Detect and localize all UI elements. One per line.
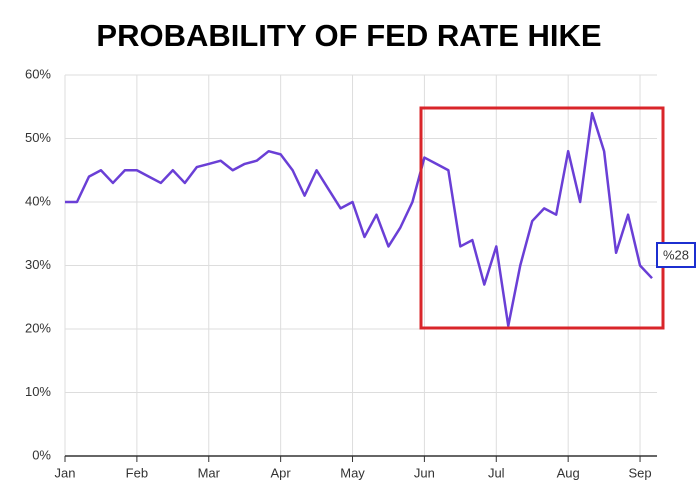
end-label-box bbox=[656, 242, 696, 268]
x-tick-label: Jul bbox=[488, 465, 505, 480]
end-label: %28 bbox=[663, 247, 689, 262]
y-tick-label: 40% bbox=[25, 193, 51, 208]
line-series bbox=[65, 111, 653, 328]
x-tick-label: Aug bbox=[557, 465, 580, 480]
x-tick-label: May bbox=[340, 465, 365, 480]
highlight-box bbox=[419, 106, 665, 330]
x-tick-label: Sep bbox=[628, 465, 651, 480]
x-tick-label: Mar bbox=[198, 465, 221, 480]
x-tick-label: Jun bbox=[414, 465, 435, 480]
y-tick-label: 10% bbox=[25, 384, 51, 399]
y-tick-label: 20% bbox=[25, 320, 51, 335]
y-tick-label: 50% bbox=[25, 130, 51, 145]
x-tick-label: Jan bbox=[55, 465, 76, 480]
x-tick-label: Apr bbox=[271, 465, 292, 480]
x-tick-label: Feb bbox=[126, 465, 148, 480]
chart-title: PROBABILITY OF FED RATE HIKE bbox=[96, 18, 601, 53]
y-tick-label: 30% bbox=[25, 257, 51, 272]
y-tick-label: 0% bbox=[32, 447, 51, 462]
y-tick-label: 60% bbox=[25, 66, 51, 81]
